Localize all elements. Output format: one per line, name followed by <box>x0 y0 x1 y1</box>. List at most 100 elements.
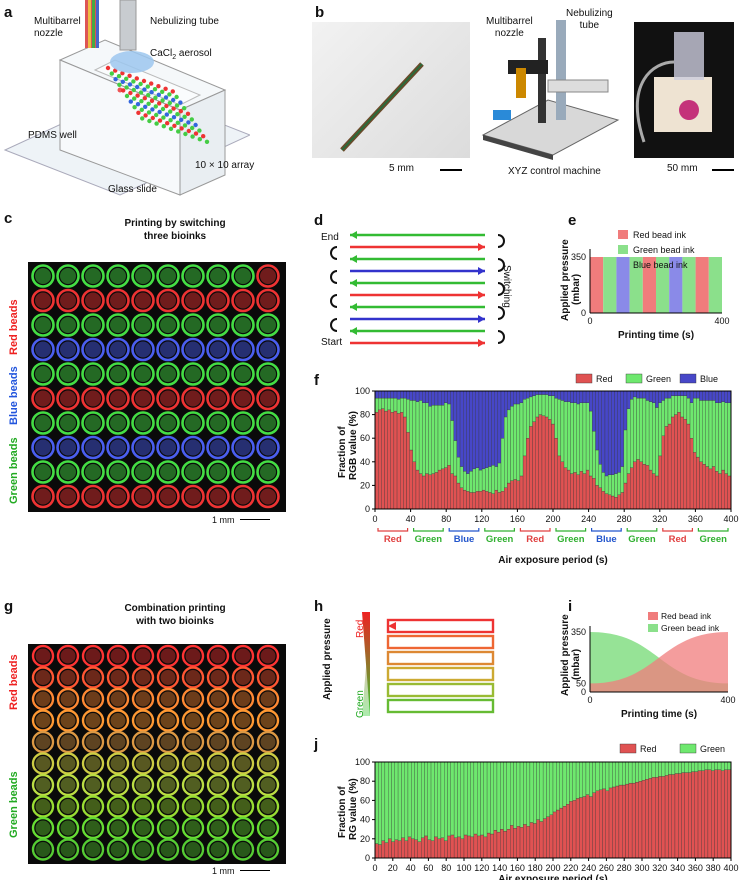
bead-well <box>231 709 255 732</box>
bar-red <box>573 472 577 510</box>
bead-fill <box>160 756 176 771</box>
i-ytick-50: 50 <box>576 678 586 688</box>
panel-a-schematic <box>3 0 250 196</box>
bead-well <box>106 484 130 509</box>
bar-green <box>486 761 491 834</box>
bead-fill <box>110 799 126 814</box>
bar-green <box>509 761 514 826</box>
bead-well <box>231 386 255 411</box>
bar-green <box>381 761 386 841</box>
array-dot <box>132 105 137 110</box>
bar-red <box>642 464 647 510</box>
array-dot <box>131 79 136 84</box>
e-ytick-0: 0 <box>581 308 586 318</box>
x-tick-label: 60 <box>423 863 433 873</box>
bar-red <box>684 772 689 859</box>
bead-well <box>231 362 255 386</box>
bead-fill <box>135 777 151 793</box>
bead-fill <box>135 292 151 309</box>
bead-well <box>81 386 105 411</box>
array-dot <box>120 79 126 85</box>
f-segment-label: Green <box>486 534 514 545</box>
bead-well <box>181 362 205 386</box>
bar-green <box>607 474 612 495</box>
bar-blue <box>623 390 628 431</box>
bar-red <box>636 459 640 510</box>
bar-red <box>681 772 686 859</box>
bar-red <box>381 840 386 859</box>
bar-red <box>494 489 499 510</box>
d-switch-arc <box>497 306 505 320</box>
f-segment-bracket <box>662 528 693 532</box>
bar-green <box>664 397 669 427</box>
bead-well <box>131 411 155 435</box>
bead-well <box>106 435 130 460</box>
i-legend-label: Red bead ink <box>661 611 712 621</box>
bar-red <box>504 487 508 510</box>
bar-green <box>691 761 695 772</box>
bar-red <box>453 837 458 859</box>
bar-green <box>526 397 530 439</box>
bead-well <box>156 264 180 288</box>
i-ylabel-1: Applied pressure <box>560 614 571 696</box>
bar-green <box>614 473 618 498</box>
bead-well <box>31 709 55 732</box>
bar-red <box>430 840 435 859</box>
i-ytick-350: 350 <box>571 627 586 637</box>
bead-well <box>206 687 230 711</box>
bead-well <box>56 687 80 711</box>
bar-green <box>387 397 391 411</box>
bar-green <box>592 761 597 793</box>
bead-fill <box>135 341 151 358</box>
bar-green <box>595 449 599 486</box>
array-dot <box>204 139 210 144</box>
bead-well <box>206 752 230 775</box>
e-xtick-400: 400 <box>714 316 729 326</box>
bar-red <box>418 473 423 510</box>
bead-fill <box>85 439 101 456</box>
f-segment-bracket <box>626 528 658 532</box>
bar-green <box>536 761 540 820</box>
bead-fill <box>235 777 251 793</box>
bar-green <box>567 401 571 471</box>
bar-red <box>536 819 540 859</box>
bar-red <box>390 412 395 510</box>
bar-red <box>403 416 407 510</box>
bar-red <box>422 475 426 510</box>
bar-red <box>378 844 382 859</box>
array-dot <box>113 77 118 82</box>
array-dot <box>175 112 180 117</box>
bar-green <box>724 402 728 474</box>
array-dot <box>145 84 150 89</box>
e-bar-red <box>642 257 656 313</box>
bead-well <box>156 411 180 435</box>
bar-green <box>427 761 432 840</box>
bead-fill <box>35 268 51 284</box>
bar-red <box>645 465 650 510</box>
bar-red <box>626 473 631 510</box>
bead-fill <box>110 713 126 728</box>
e-bar-blue <box>669 257 683 313</box>
bar-green <box>412 400 417 462</box>
array-dot <box>149 98 155 104</box>
i-area-red <box>590 632 728 692</box>
y-tick-label: 0 <box>365 853 370 863</box>
c-red-beads-label: Red beads <box>8 299 20 355</box>
bar-blue <box>491 390 495 466</box>
bead-fill <box>35 366 51 382</box>
bead-fill <box>85 464 101 480</box>
bar-red <box>437 469 442 510</box>
bead-fill <box>260 464 276 480</box>
x-tick-label: 320 <box>652 514 667 524</box>
bar-blue <box>400 390 404 399</box>
bead-well <box>106 730 130 754</box>
bead-fill <box>135 439 151 456</box>
bar-red <box>434 836 438 859</box>
f-legend-label: Blue <box>700 374 718 384</box>
bead-well <box>156 337 180 362</box>
bar-blue <box>614 390 618 474</box>
bead-fill <box>210 734 226 750</box>
bead-fill <box>235 734 251 750</box>
bead-fill <box>210 390 226 407</box>
bead-well <box>31 313 55 337</box>
